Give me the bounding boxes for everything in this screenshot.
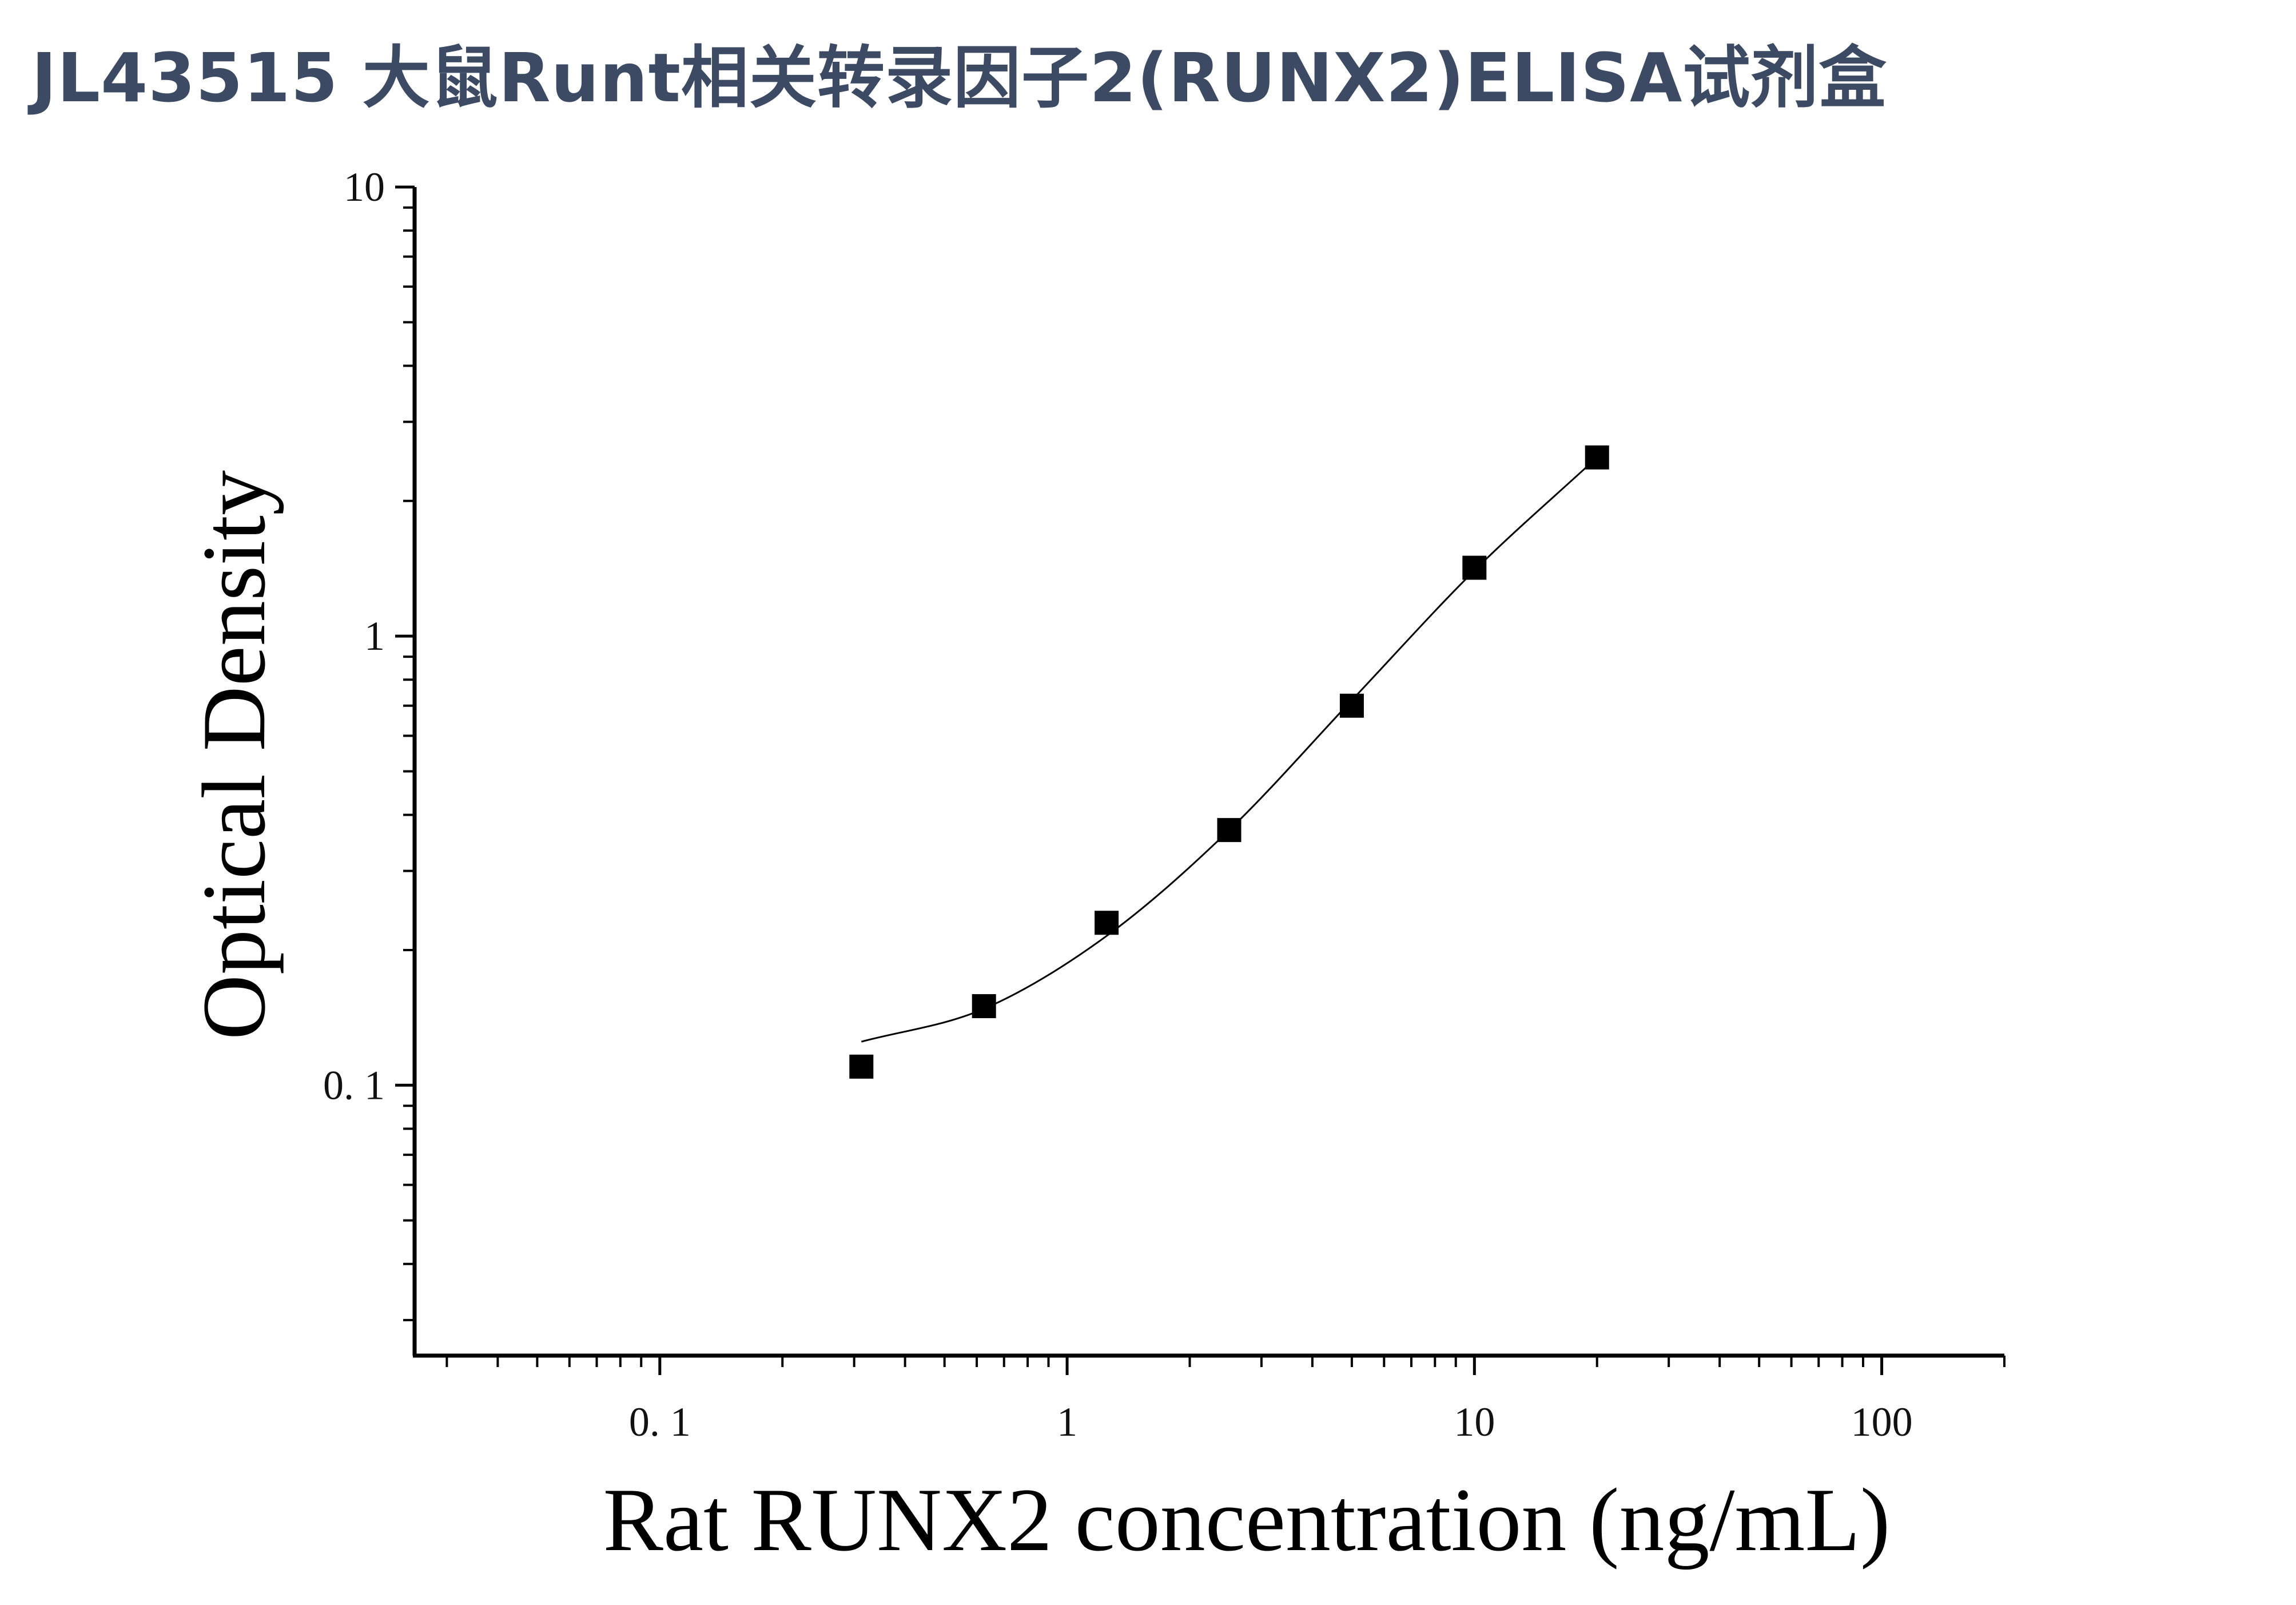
data-point [849, 1054, 874, 1079]
x-tick-label: 10 [1454, 1399, 1495, 1445]
data-point [1095, 911, 1119, 935]
page-title: JL43515 大鼠Runt相关转录因子2(RUNX2)ELISA试剂盒 [31, 38, 1887, 117]
data-point [1217, 818, 1241, 843]
data-point [1585, 445, 1609, 470]
tick-labels: 0. 1 1 10 100 0. 1 1 10 [323, 164, 1913, 1445]
x-axis-title: Rat RUNX2 concentration (ng/mL) [603, 1470, 1891, 1570]
data-point [972, 994, 996, 1019]
data-point [1339, 693, 1364, 718]
y-tick-label: 10 [344, 164, 385, 210]
x-tick-label: 0. 1 [629, 1399, 691, 1445]
axes [412, 187, 2004, 1358]
data-point [1462, 555, 1487, 580]
major-ticks [395, 185, 1884, 1375]
x-tick-label: 1 [1057, 1399, 1077, 1445]
minor-ticks [403, 206, 2005, 1367]
y-tick-label: 1 [364, 613, 385, 659]
y-tick-label: 0. 1 [323, 1062, 385, 1108]
data-points [849, 445, 1609, 1079]
y-axis-title: Optical Density [184, 470, 284, 1040]
fit-curve [861, 456, 1598, 1043]
x-tick-label: 100 [1851, 1399, 1913, 1445]
